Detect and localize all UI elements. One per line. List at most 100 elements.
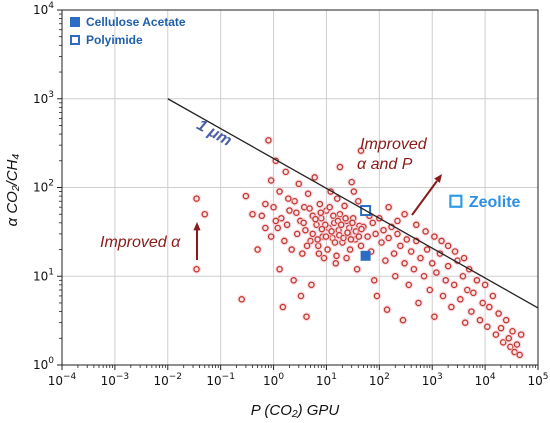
data-point: [290, 277, 297, 284]
x-tick-label: 100: [263, 372, 284, 388]
x-tick-label: 102: [369, 372, 390, 388]
data-point: [444, 262, 452, 270]
data-point: [507, 343, 514, 351]
x-tick-exponent: 2: [384, 372, 390, 382]
x-tick-base: 10: [101, 374, 116, 388]
data-point: [476, 316, 484, 324]
zeolite-point: [449, 194, 463, 208]
data-point: [373, 292, 381, 300]
data-point: [486, 303, 493, 311]
data-point: [442, 277, 449, 284]
data-point: [318, 225, 326, 233]
data-point: [468, 308, 475, 315]
data-point: [322, 233, 330, 240]
data-point: [267, 233, 275, 240]
data-point: [348, 178, 355, 186]
data-point: [293, 230, 301, 238]
y-tick-base: 10: [33, 358, 48, 372]
data-point: [451, 248, 459, 255]
y-tick-label: 103: [33, 90, 54, 106]
data-point: [311, 174, 318, 181]
x-tick-label: 101: [316, 372, 337, 388]
data-point: [492, 331, 500, 338]
data-point: [304, 190, 312, 198]
data-point: [320, 254, 328, 262]
data-point: [383, 306, 391, 313]
data-point: [358, 225, 365, 233]
x-tick-base: 10: [206, 374, 221, 388]
x-tick-exponent: 3: [437, 372, 443, 382]
data-point: [349, 219, 356, 227]
y-axis-title: α CO₂/CH₄: [4, 154, 21, 227]
legend-marker-filled: [70, 17, 80, 27]
legend-label: Polyimide: [86, 33, 143, 47]
data-point: [489, 292, 497, 300]
data-point: [484, 323, 491, 330]
data-point: [336, 163, 344, 171]
data-point: [258, 212, 266, 220]
plot-frame: [61, 9, 539, 366]
data-point: [401, 260, 408, 267]
data-point: [357, 242, 365, 250]
data-point: [316, 200, 324, 208]
data-point: [330, 212, 337, 220]
data-point: [444, 242, 452, 250]
y-tick-exponent: 0: [48, 356, 54, 366]
x-tick-label: 10−2: [153, 372, 182, 388]
data-point: [343, 254, 350, 262]
data-point: [380, 226, 387, 234]
x-tick-base: 10: [475, 374, 490, 388]
data-point: [332, 260, 340, 267]
data-point: [317, 209, 324, 216]
x-tick-label: 105: [527, 372, 548, 388]
data-point: [479, 299, 486, 307]
data-point: [470, 289, 477, 297]
data-point: [297, 292, 305, 300]
data-point: [276, 265, 283, 273]
data-point: [276, 188, 283, 195]
data-point: [299, 250, 306, 257]
x-tick-exponent: 4: [490, 372, 496, 382]
data-point: [341, 202, 348, 210]
data-point: [369, 219, 376, 227]
grid: [62, 10, 538, 365]
data-point: [397, 242, 404, 250]
data-point: [473, 277, 481, 284]
data-point: [353, 265, 361, 273]
y-tick-exponent: 3: [48, 90, 54, 100]
data-point: [431, 313, 438, 320]
data-point: [460, 254, 468, 262]
data-point: [326, 203, 333, 211]
improved-alpha-arrowhead: [193, 222, 201, 231]
data-point: [274, 224, 281, 232]
data-point: [401, 210, 408, 218]
data-point: [293, 209, 300, 216]
data-point: [333, 252, 340, 260]
data-point: [450, 281, 458, 289]
data-point: [370, 277, 378, 284]
upper-bound-line: [167, 98, 539, 309]
data-point: [193, 265, 200, 273]
data-point: [254, 246, 261, 253]
data-point: [385, 234, 392, 242]
data-point: [481, 281, 489, 289]
cellulose-acetate-point: [360, 250, 371, 261]
improved-alpha-p-label-line1: Improved: [360, 136, 428, 153]
x-tick-exponent: −2: [169, 372, 182, 382]
data-point: [324, 246, 331, 253]
data-point: [306, 205, 313, 212]
data-point: [405, 281, 413, 289]
data-point: [302, 226, 309, 234]
data-point: [448, 303, 455, 311]
data-point: [291, 197, 298, 205]
data-point: [372, 230, 379, 238]
y-tick-exponent: 2: [48, 179, 54, 189]
y-tick-label: 101: [33, 267, 54, 283]
data-point: [385, 203, 392, 211]
x-tick-label: 104: [475, 372, 496, 388]
y-axis-title-text: α CO₂/CH₄: [4, 154, 21, 227]
data-point: [513, 341, 521, 348]
x-tick-label: 10−4: [48, 372, 77, 388]
improved-alpha-label: Improved α: [100, 234, 181, 251]
x-tick-base: 10: [422, 374, 437, 388]
